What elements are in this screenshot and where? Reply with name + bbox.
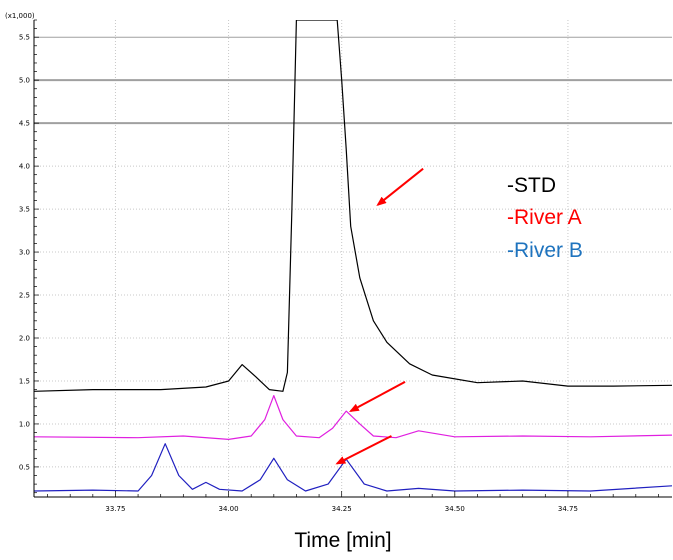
annotations: [335, 167, 424, 465]
y-tick-label: 0.5: [19, 463, 30, 471]
y-tick-label: 5.5: [19, 34, 30, 42]
legend-entry-3: -River B: [507, 239, 583, 262]
x-tick-label: 34.50: [445, 505, 465, 513]
annotation-arrow-2: [348, 380, 406, 413]
annotation-arrow-1: [376, 167, 424, 207]
x-axis-label: Time [min]: [294, 529, 391, 552]
y-tick-label: 2.5: [19, 292, 30, 300]
y-tick-label: 4.5: [19, 120, 30, 128]
series-line-2: [34, 395, 672, 440]
y-tick-label: 3.0: [19, 249, 30, 257]
series-line-1: [34, 20, 672, 392]
series-group: [34, 20, 672, 492]
legend-entry-2: -River A: [507, 206, 582, 229]
grid: [34, 20, 672, 497]
x-tick-label: 34.25: [332, 505, 352, 513]
legend: -STD -River A -River B: [507, 174, 583, 262]
x-tick-label: 34.75: [558, 505, 578, 513]
y-multiplier-label: (x1,000): [5, 12, 35, 20]
y-tick-label: 4.0: [19, 163, 30, 171]
y-tick-label: 1.5: [19, 377, 30, 385]
annotation-arrow-3: [335, 435, 392, 465]
y-tick-label: 1.0: [19, 420, 30, 428]
y-tick-label: 5.0: [19, 77, 30, 85]
axes: 0.5 1.0 1.5 2.0 2.5 3.0 3.5 4.0 4.5 5.0 5.5 33.75 34…: [19, 19, 672, 513]
legend-entry-1: -STD: [507, 174, 556, 197]
x-tick-label: 33.75: [105, 505, 125, 513]
x-tick-label: 34.00: [219, 505, 239, 513]
series-line-3: [34, 443, 672, 492]
y-tick-label: 2.0: [19, 335, 30, 343]
y-tick-label: 3.5: [19, 206, 30, 214]
